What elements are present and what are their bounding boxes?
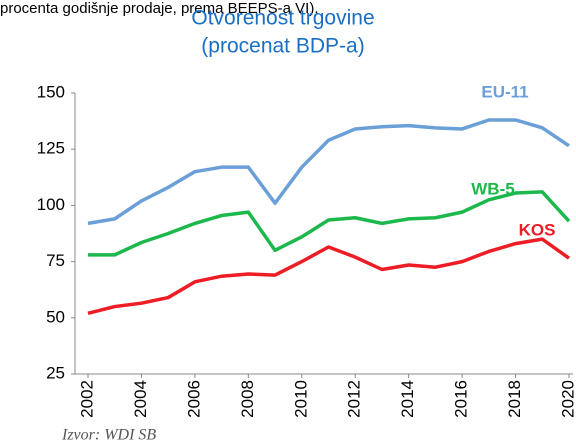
series-label: WB-5: [471, 179, 514, 198]
series-label: EU-11: [481, 82, 528, 101]
y-tick-label: 50: [46, 307, 65, 326]
x-tick-label: 2020: [558, 380, 576, 418]
x-tick-label: 2016: [452, 380, 471, 418]
x-tick-label: 2006: [184, 380, 203, 418]
x-tick-label: 2018: [505, 380, 524, 418]
x-tick-label: 2012: [345, 380, 364, 418]
x-tick-label: 2010: [291, 380, 310, 418]
y-tick-label: 100: [37, 195, 65, 214]
series-line: [87, 118, 570, 226]
x-tick-label: 2014: [398, 380, 417, 418]
x-tick-label: 2008: [238, 380, 257, 418]
chart-subtitle: (procenat BDP-a): [201, 35, 364, 58]
series-line: [87, 237, 571, 316]
y-tick-label: 150: [37, 82, 65, 101]
source: Izvor: WDI SB: [61, 427, 156, 444]
chart-title: Otvorenost trgovine: [191, 7, 374, 30]
x-tick-label: 2002: [77, 380, 96, 418]
note: procenta godišnje prodaje, prema BEEPS-a…: [0, 0, 319, 17]
x-tick-label: 2004: [131, 380, 150, 418]
y-tick-label: 75: [46, 251, 65, 270]
y-tick-label: 125: [37, 139, 65, 158]
series-line: [88, 190, 571, 257]
y-tick-label: 25: [46, 363, 65, 382]
series-label: KOS: [519, 220, 556, 239]
